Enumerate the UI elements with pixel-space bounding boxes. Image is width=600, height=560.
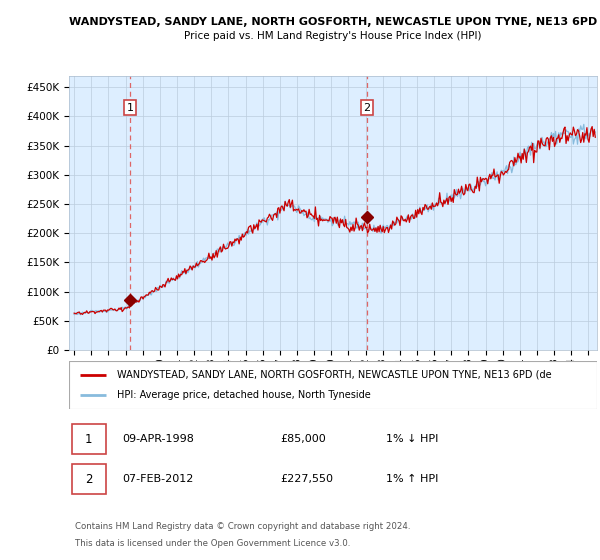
Text: 1% ↓ HPI: 1% ↓ HPI — [386, 434, 438, 444]
Text: Price paid vs. HM Land Registry's House Price Index (HPI): Price paid vs. HM Land Registry's House … — [184, 31, 482, 41]
Text: 2: 2 — [85, 473, 92, 486]
Text: 09-APR-1998: 09-APR-1998 — [122, 434, 194, 444]
Text: 1: 1 — [127, 102, 134, 113]
Text: £85,000: £85,000 — [280, 434, 326, 444]
Text: 1% ↑ HPI: 1% ↑ HPI — [386, 474, 438, 484]
Text: 1: 1 — [85, 432, 92, 446]
Text: WANDYSTEAD, SANDY LANE, NORTH GOSFORTH, NEWCASTLE UPON TYNE, NE13 6PD (de: WANDYSTEAD, SANDY LANE, NORTH GOSFORTH, … — [116, 370, 551, 380]
Text: This data is licensed under the Open Government Licence v3.0.: This data is licensed under the Open Gov… — [75, 539, 350, 548]
Text: 2: 2 — [364, 102, 371, 113]
Text: HPI: Average price, detached house, North Tyneside: HPI: Average price, detached house, Nort… — [116, 390, 370, 400]
Text: 07-FEB-2012: 07-FEB-2012 — [122, 474, 193, 484]
FancyBboxPatch shape — [71, 424, 106, 454]
Text: WANDYSTEAD, SANDY LANE, NORTH GOSFORTH, NEWCASTLE UPON TYNE, NE13 6PD: WANDYSTEAD, SANDY LANE, NORTH GOSFORTH, … — [69, 17, 597, 27]
FancyBboxPatch shape — [71, 464, 106, 494]
FancyBboxPatch shape — [69, 361, 597, 409]
Text: £227,550: £227,550 — [280, 474, 333, 484]
Text: Contains HM Land Registry data © Crown copyright and database right 2024.: Contains HM Land Registry data © Crown c… — [75, 522, 410, 531]
